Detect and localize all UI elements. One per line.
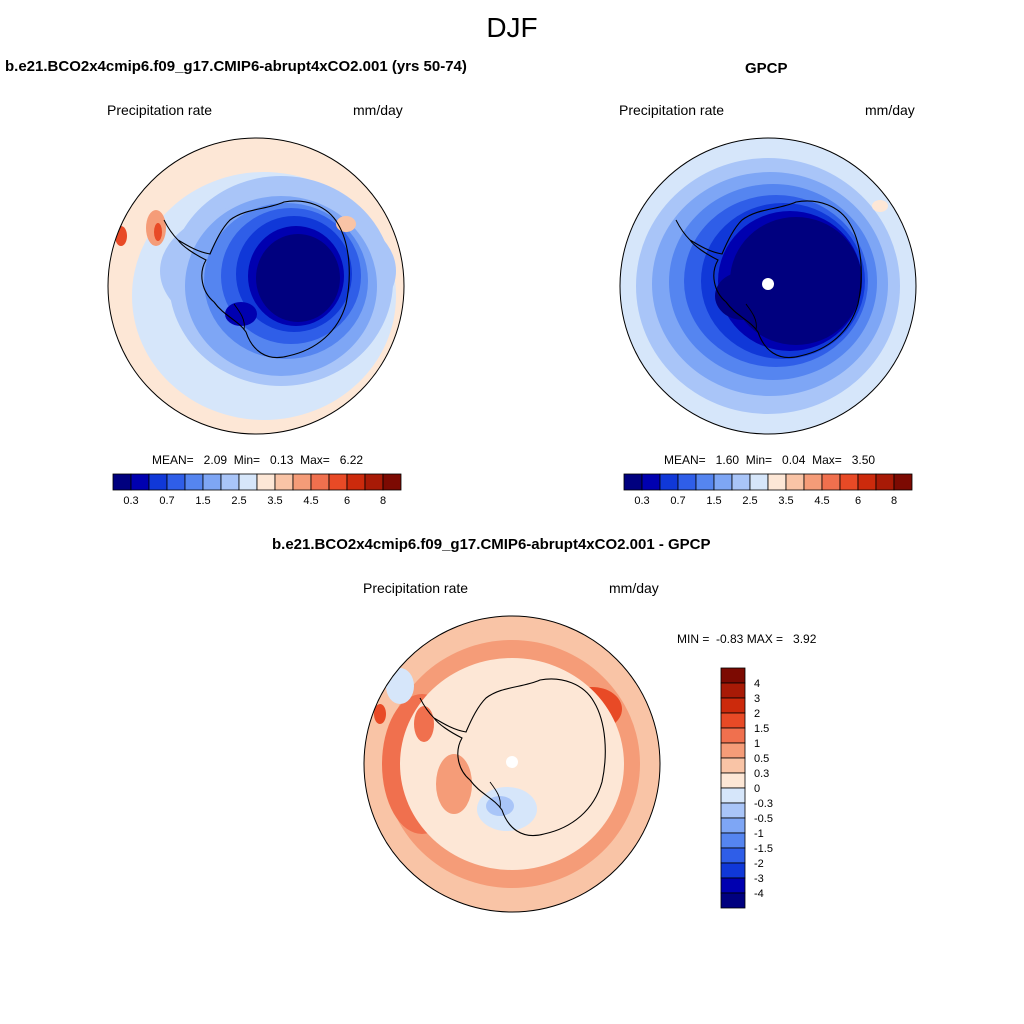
panel-3-colorbar-swatch (720, 727, 746, 744)
panel-2-colorbar: 0.3 0.7 1.5 2.5 3.5 4.5 6 8 (623, 473, 913, 507)
panel-1-title: b.e21.BCO2x4cmip6.f09_g17.CMIP6-abrupt4x… (5, 58, 467, 75)
panel-1-units-label: mm/day (353, 102, 403, 118)
panel-1-colorbar-tick-label: 1.5 (195, 495, 210, 507)
panel-1-stats: MEAN= 2.09 Min= 0.13 Max= 6.22 (152, 453, 364, 467)
panel-3-map (363, 615, 661, 913)
panel-2-colorbar-swatch (893, 473, 913, 491)
panel-2-colorbar-swatch (875, 473, 895, 491)
panel-3-colorbar-swatch (720, 892, 746, 909)
panel-2-colorbar-tick-label: 0.7 (670, 495, 685, 507)
panel-3-colorbar-tick-label: -2 (754, 858, 764, 870)
panel-3-colorbar-swatch (720, 847, 746, 864)
panel-1-colorbar-swatch (256, 473, 276, 491)
panel-3-colorbar-tick-label: 1.5 (754, 723, 769, 735)
panel-3-colorbar-swatch (720, 862, 746, 879)
panel-2-title: GPCP (745, 60, 788, 77)
panel-3-colorbar-tick-label: 0.5 (754, 753, 769, 765)
panel-3-colorbar-swatch (720, 787, 746, 804)
panel-2-colorbar-tick-label: 0.3 (634, 495, 649, 507)
panel-3-colorbar-tick-label: -4 (754, 888, 764, 900)
panel-3-colorbar-tick-label: 0 (754, 783, 760, 795)
panel-1-colorbar-tick-label: 0.7 (159, 495, 174, 507)
panel-2-colorbar-swatch (623, 473, 643, 491)
panel-1-colorbar-swatch (292, 473, 312, 491)
panel-2-colorbar-swatch (641, 473, 661, 491)
panel-2-colorbar-tick-label: 3.5 (778, 495, 793, 507)
panel-3-colorbar-swatch (720, 712, 746, 729)
panel-2-colorbar-tick-label: 1.5 (706, 495, 721, 507)
panel-1-variable-label: Precipitation rate (107, 102, 213, 118)
panel-2-colorbar-swatch (749, 473, 769, 491)
panel-2-colorbar-tick-label: 8 (891, 495, 897, 507)
panel-2-colorbar-swatch (713, 473, 733, 491)
panel-2-map (619, 137, 917, 435)
panel-3-colorbar-tick-label: -1.5 (754, 843, 773, 855)
panel-3-variable-label: Precipitation rate (363, 580, 469, 596)
panel-2-colorbar-swatch (839, 473, 859, 491)
panel-1-colorbar-swatch (166, 473, 186, 491)
panel-3-colorbar-tick-label: 3 (754, 693, 760, 705)
panel-2-colorbar-swatch (695, 473, 715, 491)
panel-1-colorbar-tick-label: 6 (344, 495, 350, 507)
panel-2-variable-label: Precipitation rate (619, 102, 725, 118)
panel-2-colorbar-swatch (785, 473, 805, 491)
panel-3-colorbar-swatch (720, 877, 746, 894)
panel-1-colorbar-swatch (220, 473, 240, 491)
panel-1-colorbar-swatch (310, 473, 330, 491)
panel-1-colorbar-swatch (328, 473, 348, 491)
panel-2-units-label: mm/day (865, 102, 915, 118)
panel-3-colorbar-tick-label: 0.3 (754, 768, 769, 780)
panel-3-title: b.e21.BCO2x4cmip6.f09_g17.CMIP6-abrupt4x… (272, 536, 711, 553)
panel-2-colorbar-swatch (821, 473, 841, 491)
panel-3-colorbar-tick-label: 4 (754, 678, 760, 690)
panel-1-colorbar-swatch (274, 473, 294, 491)
panel-2-colorbar-tick-label: 6 (855, 495, 861, 507)
panel-1-colorbar-swatch (346, 473, 366, 491)
panel-2-colorbar-swatch (677, 473, 697, 491)
panel-3-colorbar-swatch (720, 667, 746, 684)
panel-3-colorbar-swatch (720, 817, 746, 834)
panel-1-colorbar-swatch (112, 473, 132, 491)
panel-1-colorbar-swatch (364, 473, 384, 491)
panel-1-colorbar-swatch (148, 473, 168, 491)
panel-1-colorbar-swatch (238, 473, 258, 491)
panel-3-colorbar-swatch (720, 697, 746, 714)
panel-2-colorbar-tick-label: 4.5 (814, 495, 829, 507)
figure-title: DJF (486, 12, 538, 43)
panel-1-colorbar-tick-label: 8 (380, 495, 386, 507)
panel-1-colorbar-tick-label: 2.5 (231, 495, 246, 507)
panel-2-stats: MEAN= 1.60 Min= 0.04 Max= 3.50 (664, 453, 876, 467)
panel-1-colorbar-swatch (382, 473, 402, 491)
panel-3-stats: MIN = -0.83 MAX = 3.92 (677, 632, 817, 646)
panel-3-units-label: mm/day (609, 580, 659, 596)
panel-3-colorbar-swatch (720, 832, 746, 849)
panel-1-colorbar-swatch (184, 473, 204, 491)
panel-2-colorbar-swatch (659, 473, 679, 491)
panel-3-colorbar-swatch (720, 802, 746, 819)
panel-3-colorbar: 4 3 2 1.5 1 0.5 0.3 0 -0.3 -0.5 -1 -1.5 -2 -3 -4 (720, 667, 773, 909)
panel-1-colorbar-tick-label: 4.5 (303, 495, 318, 507)
panel-1-colorbar: 0.3 0.7 1.5 2.5 3.5 4.5 6 8 (112, 473, 402, 507)
panel-3-colorbar-tick-label: -0.5 (754, 813, 773, 825)
panel-1-colorbar-swatch (202, 473, 222, 491)
panel-1-map (107, 137, 405, 435)
panel-3-colorbar-swatch (720, 682, 746, 699)
panel-2-colorbar-swatch (803, 473, 823, 491)
panel-1-colorbar-tick-label: 3.5 (267, 495, 282, 507)
panel-2-colorbar-swatch (767, 473, 787, 491)
panel-1-colorbar-swatch (130, 473, 150, 491)
panel-3-colorbar-swatch (720, 772, 746, 789)
panel-3-colorbar-tick-label: -0.3 (754, 798, 773, 810)
panel-1-colorbar-tick-label: 0.3 (123, 495, 138, 507)
panel-3-colorbar-tick-label: 2 (754, 708, 760, 720)
panel-2-colorbar-swatch (857, 473, 877, 491)
panel-3-colorbar-tick-label: -3 (754, 873, 764, 885)
panel-3-colorbar-swatch (720, 742, 746, 759)
panel-2-colorbar-swatch (731, 473, 751, 491)
panel-3-colorbar-swatch (720, 757, 746, 774)
panel-3-colorbar-tick-label: -1 (754, 828, 764, 840)
panel-3-colorbar-tick-label: 1 (754, 738, 760, 750)
panel-2-colorbar-tick-label: 2.5 (742, 495, 757, 507)
